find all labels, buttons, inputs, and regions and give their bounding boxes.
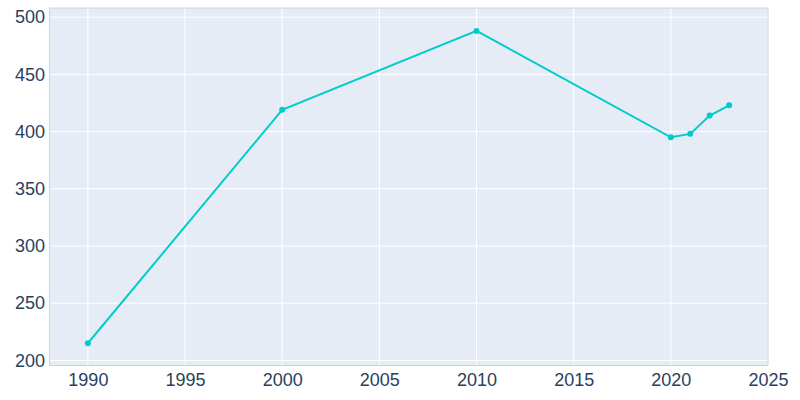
x-tick-label: 1995 (166, 370, 206, 390)
y-tick-label: 500 (15, 7, 45, 27)
x-grid-line (282, 8, 283, 365)
y-tick: 450 (15, 65, 49, 85)
y-tick-label: 450 (15, 65, 45, 85)
plot: 1990 1995 2000 2005 2010 2015 2020 2025 200 250 30… (15, 7, 789, 389)
x-grid-line (670, 8, 671, 365)
x-tick-label: 2005 (360, 370, 400, 390)
x-tick-label: 2015 (554, 370, 594, 390)
x-tick: 2000 (263, 365, 303, 390)
point (279, 107, 285, 113)
x-tick: 2010 (457, 365, 497, 390)
y-grid-line (49, 246, 768, 247)
y-grid-line (49, 188, 768, 189)
y-tick: 300 (15, 236, 49, 256)
x-tick: 2005 (360, 365, 400, 390)
frame-right (768, 8, 769, 365)
point (726, 102, 732, 108)
y-grid-line (49, 74, 768, 75)
x-tick: 2025 (748, 365, 788, 390)
x-tick: 2015 (554, 365, 594, 390)
x-grid-line (476, 8, 477, 365)
y-axis: 200 250 300 350 400 450 500 (15, 7, 50, 370)
x-tick-label: 1990 (68, 370, 108, 390)
y-tick-label: 200 (15, 351, 45, 371)
x-axis-line (50, 365, 769, 366)
x-axis: 1990 1995 2000 2005 2010 2015 2020 2025 (50, 365, 789, 390)
x-tick-label: 2000 (263, 370, 303, 390)
y-tick-label: 250 (15, 293, 45, 313)
x-tick-label: 2010 (457, 370, 497, 390)
y-tick-label: 300 (15, 236, 45, 256)
y-tick: 500 (15, 7, 49, 27)
x-grid-line (185, 8, 186, 365)
y-tick: 400 (15, 122, 49, 142)
data (85, 28, 732, 346)
y-tick-label: 350 (15, 179, 45, 199)
x-tick: 1990 (68, 365, 108, 390)
grid (49, 8, 768, 365)
y-tick: 250 (15, 293, 49, 313)
x-tick: 2020 (651, 365, 691, 390)
point (85, 340, 91, 346)
y-grid-line (49, 360, 768, 361)
point (687, 131, 693, 137)
x-tick: 1995 (166, 365, 206, 390)
y-grid-line (49, 303, 768, 304)
point (707, 113, 713, 119)
plot-background (49, 8, 768, 365)
x-tick-label: 2020 (651, 370, 691, 390)
x-grid-line (768, 8, 769, 365)
chart: 1990 1995 2000 2005 2010 2015 2020 2025 200 250 30… (0, 0, 800, 400)
frame-top (49, 8, 768, 9)
y-tick: 200 (15, 351, 49, 371)
point (668, 134, 674, 140)
x-grid-line (379, 8, 380, 365)
x-grid-line (573, 8, 574, 365)
y-axis-line (49, 9, 50, 366)
line (88, 31, 729, 343)
y-tick: 350 (15, 179, 49, 199)
x-grid-line (87, 8, 88, 365)
y-grid-line (49, 17, 768, 18)
point (474, 28, 480, 34)
x-tick-label: 2025 (748, 370, 788, 390)
y-tick-label: 400 (15, 122, 45, 142)
